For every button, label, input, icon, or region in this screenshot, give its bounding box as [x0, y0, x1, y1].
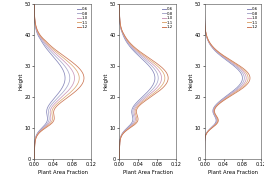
Legend: 0.6, 0.8, 1.0, 1.1, 1.2: 0.6, 0.8, 1.0, 1.1, 1.2 — [161, 6, 174, 30]
X-axis label: Plant Area Fraction: Plant Area Fraction — [208, 170, 258, 175]
Legend: 0.6, 0.8, 1.0, 1.1, 1.2: 0.6, 0.8, 1.0, 1.1, 1.2 — [246, 6, 260, 30]
Y-axis label: Height: Height — [18, 72, 23, 90]
X-axis label: Plant Area Fraction: Plant Area Fraction — [123, 170, 173, 175]
Legend: 0.6, 0.8, 1.0, 1.1, 1.2: 0.6, 0.8, 1.0, 1.1, 1.2 — [76, 6, 89, 30]
Y-axis label: Height: Height — [188, 72, 194, 90]
Y-axis label: Height: Height — [103, 72, 108, 90]
X-axis label: Plant Area Fraction: Plant Area Fraction — [38, 170, 88, 175]
